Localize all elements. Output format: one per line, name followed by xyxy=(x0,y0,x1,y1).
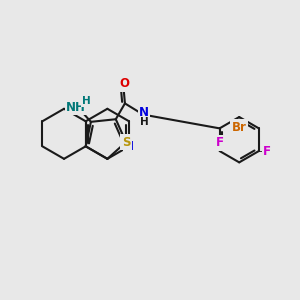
Text: N: N xyxy=(139,106,149,119)
Text: S: S xyxy=(122,136,130,148)
Text: NH: NH xyxy=(66,101,86,114)
Text: H: H xyxy=(82,96,91,106)
Text: F: F xyxy=(216,136,224,149)
Text: F: F xyxy=(263,145,271,158)
Text: H: H xyxy=(140,117,148,127)
Text: O: O xyxy=(120,77,130,90)
Text: Br: Br xyxy=(232,121,247,134)
Text: N: N xyxy=(124,140,134,153)
